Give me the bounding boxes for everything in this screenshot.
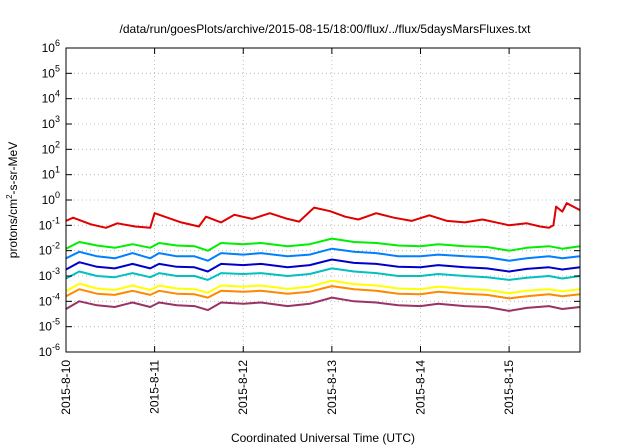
series-line-3 — [65, 247, 581, 262]
chart-title: /data/run/goesPlots/archive/2015-08-15/1… — [120, 22, 532, 36]
series-line-8 — [65, 296, 581, 312]
series-lines — [65, 202, 581, 312]
y-tick-label: 105 — [42, 63, 60, 80]
x-tick-label: 2015-8-14 — [413, 360, 427, 415]
y-axis-label: protons/cm2-s-sr-MeV — [5, 142, 20, 258]
x-tick-label: 2015-8-15 — [502, 360, 516, 415]
y-tick-label: 10-3 — [39, 266, 60, 283]
y-tick-label: 10-4 — [39, 291, 60, 308]
series-line-2 — [65, 237, 581, 252]
y-tick-label: 100 — [42, 190, 60, 207]
y-tick-label: 10-5 — [39, 317, 60, 334]
x-tick-label: 2015-8-12 — [236, 360, 250, 415]
x-tick-label: 2015-8-11 — [148, 360, 162, 414]
x-axis: 2015-8-10 2015-8-11 2015-8-12 2015-8-13 2015… — [59, 48, 516, 415]
x-tick-label: 2015-8-13 — [325, 360, 339, 415]
y-tick-label: 102 — [42, 139, 60, 156]
y-tick-label: 104 — [42, 89, 60, 106]
y-tick-label: 106 — [42, 38, 60, 55]
y-tick-label: 101 — [42, 165, 60, 182]
grid-lines — [66, 48, 580, 352]
y-tick-label: 103 — [42, 114, 60, 131]
series-line-6 — [65, 279, 581, 295]
y-tick-label: 10-2 — [39, 241, 60, 258]
series-line-1 — [65, 202, 581, 229]
x-axis-label: Coordinated Universal Time (UTC) — [231, 431, 415, 445]
y-tick-label: 10-6 — [39, 342, 60, 359]
y-axis: 10-6 10-5 10-4 10-3 10-2 10-1 100 101 102 103 104 1… — [39, 38, 580, 359]
x-tick-label: 2015-8-10 — [59, 360, 73, 415]
series-line-4 — [65, 258, 581, 273]
series-line-5 — [65, 267, 581, 281]
y-tick-label: 10-1 — [39, 215, 60, 232]
series-line-7 — [65, 285, 581, 300]
